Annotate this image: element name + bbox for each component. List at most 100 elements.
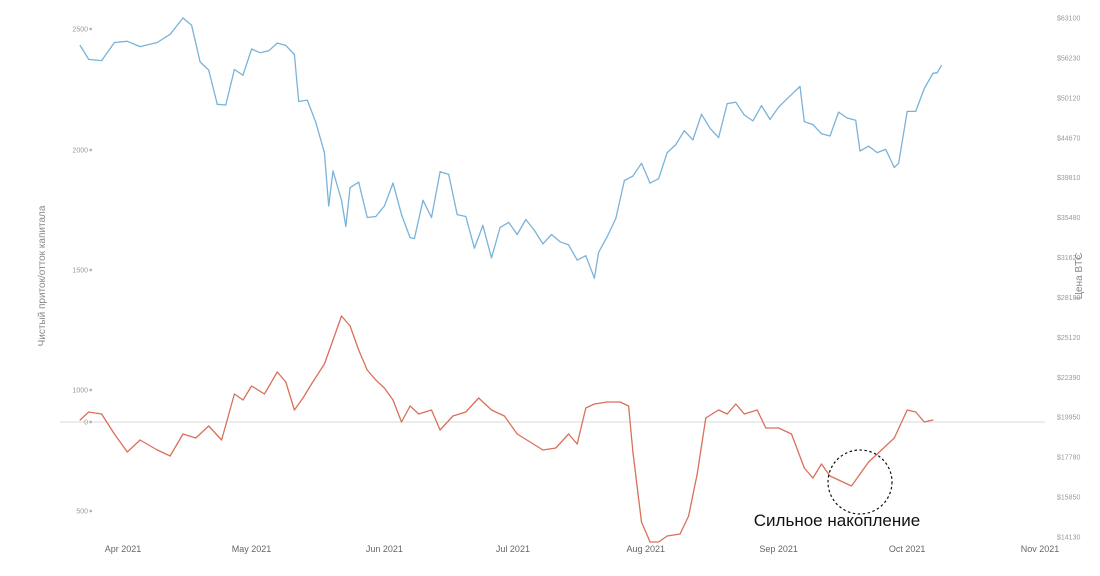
btc-price-point	[190, 24, 193, 26]
btc-price-point	[559, 241, 561, 243]
btc-price-point	[113, 41, 116, 44]
net-flow-point	[88, 411, 90, 413]
net-flow-point	[409, 405, 411, 407]
net-flow-point	[332, 339, 334, 341]
net-flow-point	[465, 411, 467, 413]
net-flow-point	[679, 533, 681, 535]
right-axis-ticks: $63100 $56230 $50120 $44670 $39810 $35480 $316…	[1057, 16, 1080, 542]
net-flow-point	[516, 433, 518, 435]
btc-price-point	[225, 104, 227, 106]
btc-price-point	[490, 257, 493, 259]
btc-price-point	[936, 72, 938, 74]
annotation-text: Сильное накопление	[754, 511, 920, 530]
net-flow-point	[100, 413, 103, 415]
btc-price-point	[632, 175, 634, 177]
btc-price-point	[640, 162, 643, 164]
btc-price-point	[897, 162, 900, 164]
btc-price-point	[315, 121, 317, 123]
net-flow-point	[859, 473, 861, 475]
left-axis-title: Чистый приток/отток капитала	[37, 205, 48, 346]
net-flow-point	[126, 451, 128, 453]
left-tick-mark	[89, 268, 92, 272]
left-tick-label: 2000	[72, 148, 88, 155]
btc-price-point	[692, 139, 694, 141]
btc-price-point	[392, 182, 394, 184]
btc-price-point	[293, 53, 296, 56]
net-flow-point	[640, 521, 643, 523]
btc-price-point	[306, 99, 308, 101]
btc-price-point	[88, 58, 90, 61]
btc-price-point	[726, 102, 728, 105]
net-flow-point	[79, 419, 81, 421]
btc-price-point	[276, 42, 278, 44]
net-flow-point	[628, 405, 630, 407]
btc-price-point	[439, 171, 441, 173]
btc-price-point	[820, 133, 823, 135]
btc-price-point	[508, 221, 510, 224]
net-flow-point	[932, 419, 934, 421]
btc-price-point	[598, 251, 600, 254]
left-tick-label: 0	[84, 420, 88, 427]
net-flow-point	[576, 443, 578, 445]
net-flow-point	[182, 433, 184, 435]
btc-price-point	[752, 120, 754, 122]
net-flow-point	[632, 451, 634, 453]
btc-price-point	[169, 33, 171, 35]
btc-price-point	[855, 119, 857, 121]
left-tick-mark	[89, 420, 92, 424]
btc-price-point	[838, 111, 840, 113]
btc-price-point	[516, 233, 518, 236]
btc-price-point	[126, 40, 128, 42]
btc-price-point	[259, 52, 261, 54]
btc-price-point	[666, 152, 668, 154]
net-flow-point	[358, 349, 360, 351]
btc-price-point	[499, 226, 501, 229]
btc-price-point	[923, 87, 925, 90]
btc-price-point	[885, 148, 887, 151]
x-tick-label: Jun 2021	[366, 544, 403, 554]
btc-price-point	[683, 130, 685, 132]
right-tick-label: $44670	[1057, 135, 1080, 142]
net-flow-point	[718, 409, 720, 411]
btc-price-point	[79, 44, 81, 47]
net-flow-point	[666, 535, 668, 537]
btc-price-point	[550, 233, 553, 236]
net-flow-point	[778, 427, 780, 429]
net-flow-point	[439, 429, 441, 431]
btc-price-point	[568, 244, 570, 246]
btc-price-point	[940, 65, 943, 67]
net-flow-point	[688, 515, 690, 517]
btc-price-point	[182, 17, 184, 19]
right-tick-label: $25120	[1057, 335, 1080, 342]
net-flow-point	[366, 369, 368, 371]
net-flow-line	[79, 315, 934, 543]
net-flow-point	[293, 409, 296, 411]
net-flow-point	[276, 371, 278, 373]
net-flow-point	[156, 449, 158, 451]
net-flow-point	[735, 403, 737, 405]
btc-price-point	[786, 98, 788, 100]
right-tick-label: $19950	[1057, 415, 1080, 422]
btc-price-point	[718, 136, 720, 139]
btc-price-points	[79, 17, 943, 279]
btc-price-point	[876, 152, 878, 154]
net-flow-point	[880, 449, 883, 451]
net-flow-point	[263, 393, 266, 395]
net-flow-point	[593, 403, 595, 405]
btc-price-point	[156, 41, 158, 44]
net-flow-point	[726, 413, 728, 415]
btc-price-point	[593, 277, 595, 279]
btc-price-point	[778, 106, 780, 108]
btc-price-point	[675, 144, 677, 146]
right-tick-label: $22390	[1057, 375, 1080, 382]
net-flow-point	[490, 409, 493, 411]
btc-price-point	[769, 118, 771, 121]
net-flow-point	[867, 461, 870, 463]
net-flow-point	[649, 541, 651, 543]
net-flow-point	[139, 439, 141, 441]
net-flow-point	[756, 409, 758, 411]
net-flow-point	[542, 449, 544, 451]
right-tick-label: $63100	[1057, 16, 1080, 23]
right-tick-label: $56230	[1057, 55, 1080, 62]
btc-price-point	[846, 117, 848, 119]
